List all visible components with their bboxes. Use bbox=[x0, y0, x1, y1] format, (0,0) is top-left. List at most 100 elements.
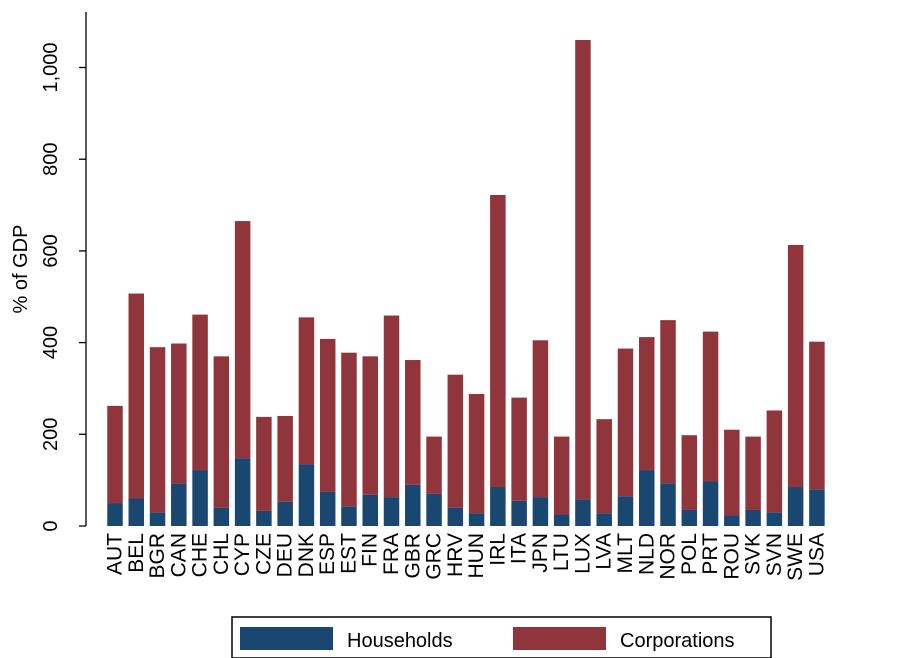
x-tick-label: MLT bbox=[614, 533, 637, 574]
x-tick-label: DNK bbox=[295, 533, 318, 577]
bar-households-can bbox=[171, 483, 187, 526]
bar-corporations-usa bbox=[809, 341, 825, 490]
bar-households-che bbox=[192, 470, 208, 526]
x-tick-label: GBR bbox=[401, 533, 424, 579]
bar-households-pol bbox=[681, 509, 698, 526]
x-tick-label: CHE bbox=[189, 533, 212, 577]
x-tick-label: CYP bbox=[231, 533, 254, 576]
bar-corporations-aut bbox=[107, 405, 123, 504]
bar-corporations-cze bbox=[256, 416, 272, 511]
bar-households-bel bbox=[128, 498, 145, 526]
x-tick-label: BGR bbox=[146, 533, 169, 579]
bar-households-nor bbox=[660, 483, 676, 526]
bar-households-cze bbox=[256, 510, 272, 526]
bar-corporations-svn bbox=[766, 410, 783, 513]
y-tick-label: 0 bbox=[40, 520, 62, 531]
bar-corporations-chl bbox=[213, 356, 230, 508]
bar-corporations-ltu bbox=[553, 436, 570, 515]
bar-households-jpn bbox=[532, 497, 549, 526]
bar-corporations-che bbox=[192, 314, 208, 471]
bar-corporations-rou bbox=[724, 429, 740, 516]
bar-households-fra bbox=[383, 497, 400, 526]
bar-corporations-swe bbox=[787, 244, 804, 488]
bar-corporations-bel bbox=[128, 293, 145, 499]
x-axis: AUTBELBGRCANCHECHLCYPCZEDEUDNKESPESTFINF… bbox=[104, 533, 829, 581]
bar-households-hun bbox=[468, 513, 485, 526]
bar-corporations-fin bbox=[362, 356, 378, 495]
x-tick-label: SVN bbox=[763, 533, 786, 576]
bar-corporations-irl bbox=[490, 194, 506, 488]
x-tick-label: PRT bbox=[699, 533, 722, 575]
y-tick-label: 200 bbox=[40, 418, 62, 451]
x-tick-label: GRC bbox=[423, 533, 446, 580]
bar-households-bgr bbox=[149, 512, 166, 526]
bar-corporations-grc bbox=[426, 436, 442, 494]
bar-households-rou bbox=[724, 515, 740, 526]
bar-households-deu bbox=[277, 501, 293, 526]
x-tick-label: HUN bbox=[465, 533, 488, 579]
bar-households-cyp bbox=[234, 458, 251, 526]
bar-households-grc bbox=[426, 493, 442, 526]
y-tick-label: 600 bbox=[40, 234, 62, 267]
legend-label-corporations: Corporations bbox=[620, 630, 735, 652]
bar-corporations-pol bbox=[681, 435, 698, 510]
bar-households-usa bbox=[809, 489, 825, 526]
bar-corporations-nor bbox=[660, 320, 676, 484]
bar-corporations-lux bbox=[575, 39, 591, 500]
bar-households-lux bbox=[575, 499, 591, 526]
bar-households-chl bbox=[213, 507, 230, 526]
bar-corporations-hrv bbox=[447, 374, 464, 508]
bar-households-swe bbox=[787, 487, 804, 526]
legend: Households Corporations bbox=[231, 616, 772, 658]
x-tick-label: CAN bbox=[167, 533, 190, 577]
bar-corporations-esp bbox=[319, 338, 336, 492]
bar-households-fin bbox=[362, 494, 378, 526]
x-tick-label: FRA bbox=[380, 533, 403, 575]
bar-households-svn bbox=[766, 512, 783, 526]
bar-households-dnk bbox=[298, 464, 315, 526]
bar-households-ltu bbox=[553, 514, 570, 526]
bar-corporations-fra bbox=[383, 315, 400, 498]
bars bbox=[107, 39, 825, 526]
bar-households-irl bbox=[490, 487, 506, 526]
y-tick-label: 1,000 bbox=[40, 42, 62, 92]
bar-corporations-jpn bbox=[532, 340, 549, 498]
bar-corporations-prt bbox=[702, 331, 719, 482]
legend-swatch-households bbox=[240, 627, 333, 650]
legend-box bbox=[231, 616, 772, 658]
bar-corporations-lva bbox=[596, 419, 612, 514]
x-tick-label: BEL bbox=[125, 533, 148, 573]
bar-corporations-hun bbox=[468, 393, 485, 514]
x-tick-label: ITA bbox=[508, 533, 531, 564]
y-axis-label: % of GDP bbox=[10, 225, 32, 314]
y-tick-label: 400 bbox=[40, 326, 62, 359]
bar-corporations-cyp bbox=[234, 221, 251, 459]
x-tick-label: SWE bbox=[784, 533, 807, 581]
x-tick-label: DEU bbox=[274, 533, 297, 577]
x-tick-label: ESP bbox=[316, 533, 339, 575]
x-tick-label: JPN bbox=[529, 533, 552, 573]
bar-households-nld bbox=[639, 470, 655, 526]
bar-households-gbr bbox=[405, 484, 421, 526]
y-axis: 0 200 400 600 800 1,000 bbox=[40, 12, 87, 532]
bar-corporations-deu bbox=[277, 415, 293, 502]
bar-corporations-gbr bbox=[405, 360, 421, 485]
x-tick-label: LVA bbox=[593, 533, 616, 570]
bar-corporations-svk bbox=[745, 436, 761, 510]
bar-corporations-ita bbox=[511, 397, 527, 501]
bar-corporations-can bbox=[171, 343, 187, 484]
x-tick-label: CHL bbox=[210, 533, 233, 575]
bar-corporations-nld bbox=[639, 337, 655, 471]
bar-households-ita bbox=[511, 500, 527, 526]
bar-households-est bbox=[341, 506, 357, 526]
bar-households-aut bbox=[107, 503, 123, 526]
bar-corporations-mlt bbox=[617, 348, 634, 497]
x-tick-label: ROU bbox=[720, 533, 743, 580]
x-tick-label: USA bbox=[805, 533, 828, 576]
x-tick-label: AUT bbox=[104, 533, 127, 575]
bar-households-svk bbox=[745, 509, 761, 526]
x-tick-label: EST bbox=[337, 533, 360, 574]
bar-corporations-dnk bbox=[298, 317, 315, 465]
x-tick-label: HRV bbox=[444, 533, 467, 577]
